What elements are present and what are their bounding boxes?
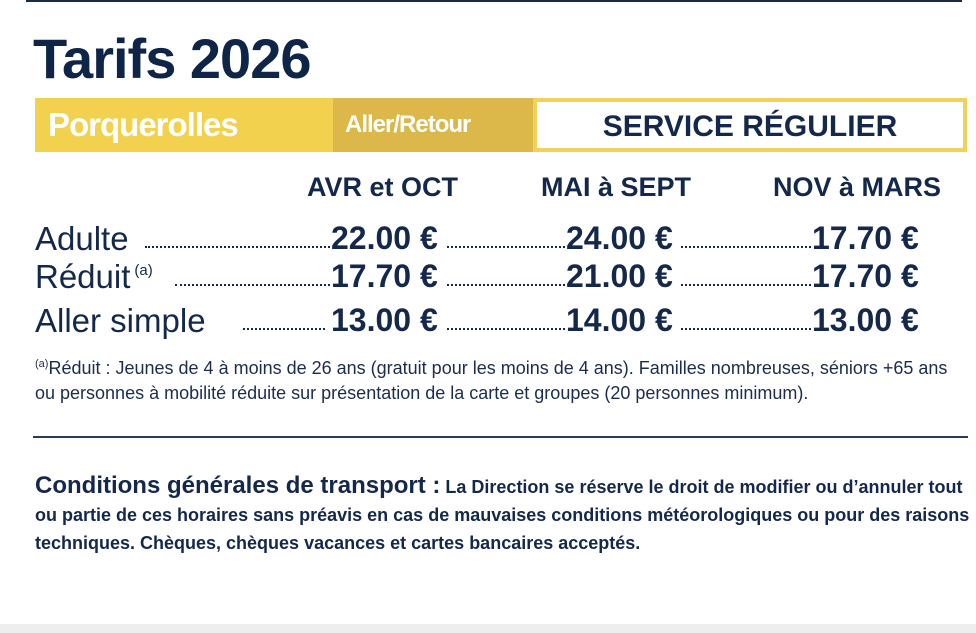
conditions-heading: Conditions générales de transport : — [35, 472, 441, 499]
footnote-line: (a)Réduit : Jeunes de 4 à moins de 26 an… — [35, 358, 947, 379]
service-label: SERVICE RÉGULIER — [602, 110, 898, 143]
price: 22.00 € — [331, 220, 438, 256]
price-row: Adulte 22.00 € 24.00 € 17.70 € — [35, 220, 935, 260]
price: 24.00 € — [566, 220, 673, 256]
price: 21.00 € — [566, 258, 673, 294]
row-label: Réduit (a) — [35, 258, 153, 296]
route-banner: Porquerolles Aller/Retour SERVICE RÉGULI… — [35, 98, 967, 152]
destination-block: Porquerolles — [35, 98, 333, 152]
footnote-text: Réduit : Jeunes de 4 à moins de 26 ans (… — [48, 358, 948, 378]
service-block: SERVICE RÉGULIER — [533, 98, 967, 152]
dotted-leader — [175, 284, 330, 286]
bottom-strip — [0, 624, 976, 633]
conditions-text: La Direction se réserve le droit de modi… — [35, 477, 970, 553]
footnote-marker: (a) — [134, 262, 153, 279]
price: 14.00 € — [566, 302, 673, 338]
section-divider — [33, 436, 968, 438]
dotted-leader — [681, 284, 811, 286]
price-row: Aller simple 13.00 € 14.00 € 13.00 € — [35, 302, 935, 342]
dotted-leader — [447, 328, 565, 330]
price: 17.70 € — [812, 258, 919, 294]
dotted-leader — [447, 284, 565, 286]
price: 17.70 € — [812, 220, 919, 256]
column-header: MAI à SEPT — [541, 172, 692, 202]
trip-type-block: Aller/Retour — [333, 98, 533, 152]
row-label: Adulte — [35, 220, 129, 257]
column-header: AVR et OCT — [307, 172, 459, 202]
dotted-leader — [681, 328, 811, 330]
price-row: Réduit (a) 17.70 € 21.00 € 17.70 € — [35, 258, 935, 298]
row-label: Aller simple — [35, 302, 206, 339]
price: 13.00 € — [331, 302, 438, 338]
page-title: Tarifs 2026 — [33, 27, 311, 90]
conditions-paragraph: Conditions générales de transport : La D… — [35, 472, 975, 557]
footnote-marker: (a) — [35, 358, 49, 370]
dotted-leader — [145, 246, 330, 248]
trip-type-label: Aller/Retour — [345, 111, 471, 138]
column-header: NOV à MARS — [773, 172, 942, 202]
dotted-leader — [243, 328, 325, 330]
top-divider — [26, 0, 962, 2]
row-label-text: Réduit — [35, 258, 131, 295]
destination-label: Porquerolles — [48, 106, 239, 143]
price: 17.70 € — [331, 258, 438, 294]
dotted-leader — [447, 246, 565, 248]
dotted-leader — [681, 246, 811, 248]
footnote-line: ou personnes à mobilité réduite sur prés… — [35, 383, 809, 403]
price: 13.00 € — [812, 302, 919, 338]
